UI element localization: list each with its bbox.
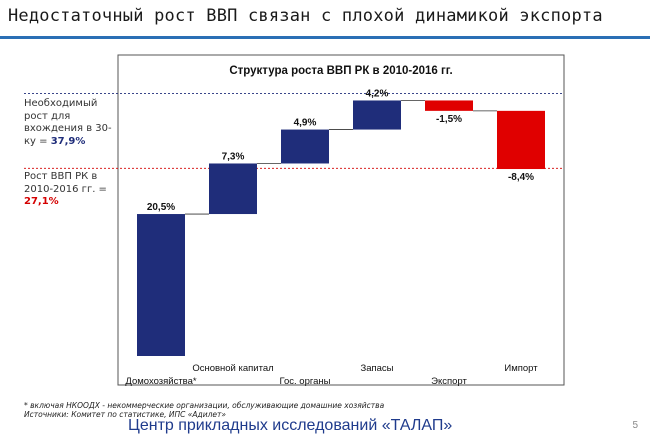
category-label: Основной капитал — [192, 363, 273, 374]
actual-growth-value: 27,1% — [24, 196, 59, 207]
organization-name: Центр прикладных исследований «ТАЛАП» — [128, 417, 453, 434]
actual-growth-label: Рост ВВП РК в 2010-2016 гг. = — [24, 171, 107, 195]
value-label: 7,3% — [222, 151, 245, 162]
category-label: Импорт — [504, 363, 538, 374]
value-label: -1,5% — [436, 114, 462, 125]
title-divider — [0, 36, 650, 39]
waterfall-bar-6 — [497, 110, 545, 170]
chart-frame — [117, 54, 565, 386]
value-label: 4,2% — [366, 88, 389, 99]
required-growth-value: 37,9% — [50, 135, 86, 147]
footnote-sources: Источники: Комитет по статистике, ИПС «А… — [24, 410, 226, 419]
waterfall-bar-4 — [353, 100, 401, 130]
category-label: Домохозяйства* — [125, 376, 196, 387]
required-growth-label: Необходимый рост для вхождения в 30-ку = — [24, 98, 112, 147]
category-label: Экспорт — [431, 376, 467, 387]
footnote-ncoodh: * включая НКООДХ - некоммерческие органи… — [24, 401, 385, 410]
value-label: 20,5% — [147, 202, 175, 213]
required-growth-note: Необходимый рост для вхождения в 30-ку =… — [24, 98, 122, 148]
waterfall-bar-3 — [281, 129, 329, 164]
category-label: Гос. органы — [279, 376, 330, 387]
waterfall-bar-1 — [137, 214, 185, 356]
waterfall-bar-5 — [425, 100, 473, 111]
slide-title: Недостаточный рост ВВП связан с плохой д… — [8, 6, 603, 26]
value-label: 4,9% — [294, 118, 317, 129]
actual-growth-note: Рост ВВП РК в 2010-2016 гг. = 27,1% — [24, 171, 122, 209]
chart-title: Структура роста ВВП РК в 2010-2016 гг. — [229, 65, 452, 77]
value-label: -8,4% — [508, 172, 534, 183]
category-label: Запасы — [360, 363, 393, 374]
waterfall-bar-2 — [209, 163, 257, 215]
page-number: 5 — [632, 420, 638, 431]
